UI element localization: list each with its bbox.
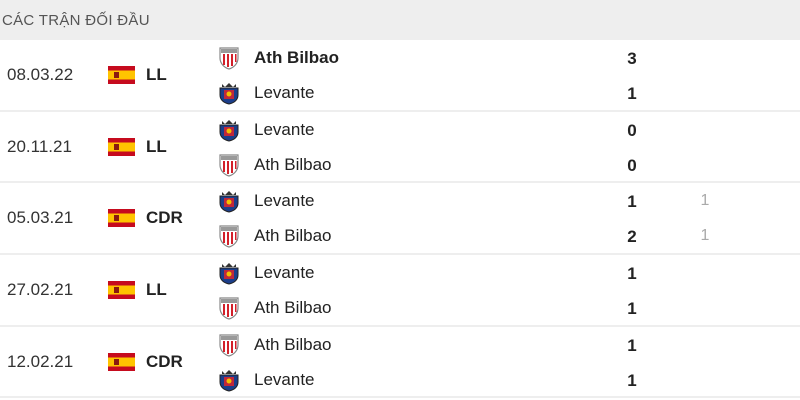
competition-label: CDR <box>146 208 183 228</box>
competition-label: LL <box>146 136 167 156</box>
ath-bilbao-crest-icon <box>218 153 240 177</box>
score-away: 0 <box>627 155 637 175</box>
competition-label: LL <box>146 279 167 299</box>
spain-flag-icon <box>108 65 135 84</box>
match-date: 08.03.22 <box>7 64 74 84</box>
match-row[interactable]: 20.11.21 LL Levante 0 Ath Bilbao 0 <box>0 112 800 184</box>
competition: LL <box>108 40 167 110</box>
match-list: 08.03.22 LL Ath Bilbao 3 Levante 1 20.11.… <box>0 40 800 399</box>
match-row[interactable]: 08.03.22 LL Ath Bilbao 3 Levante 1 <box>0 40 800 112</box>
team-name: Levante <box>254 83 315 102</box>
team-name: Ath Bilbao <box>254 154 332 174</box>
spain-flag-icon <box>108 137 135 156</box>
team-name: Levante <box>254 369 315 389</box>
team-name: Levante <box>254 119 315 139</box>
match-row[interactable]: 12.02.21 CDR Ath Bilbao 1 Levante 1 <box>0 327 800 399</box>
competition: LL <box>108 112 167 182</box>
team-name: Ath Bilbao <box>254 334 332 354</box>
match-row[interactable]: 27.02.21 LL Levante 1 Ath Bilbao 1 <box>0 255 800 327</box>
score-away: 1 <box>627 84 637 103</box>
levante-crest-icon <box>218 81 240 105</box>
match-date: 05.03.21 <box>7 208 74 228</box>
ath-bilbao-crest-icon <box>218 46 240 70</box>
team-away: Ath Bilbao <box>218 224 332 248</box>
competition: CDR <box>108 183 183 253</box>
team-home: Ath Bilbao <box>218 46 339 70</box>
team-away: Levante <box>218 368 315 392</box>
section-title: CÁC TRẬN ĐỐI ĐẦU <box>2 11 150 29</box>
spain-flag-icon <box>108 209 135 228</box>
competition: CDR <box>108 327 183 397</box>
score-away: 2 <box>627 227 637 247</box>
team-home: Levante <box>218 189 315 213</box>
halftime-score-home: 1 <box>700 192 710 210</box>
match-date: 12.02.21 <box>7 351 74 371</box>
team-away: Ath Bilbao <box>218 296 332 320</box>
match-row[interactable]: 05.03.21 CDR Levante 1 1 Ath Bilbao 2 1 <box>0 183 800 256</box>
levante-crest-icon <box>218 261 240 285</box>
team-home: Levante <box>218 118 315 142</box>
match-date: 27.02.21 <box>7 279 74 299</box>
ath-bilbao-crest-icon <box>218 224 240 248</box>
score-home: 3 <box>627 49 637 68</box>
score-home: 1 <box>627 335 637 355</box>
competition: LL <box>108 255 167 325</box>
team-name: Levante <box>254 263 315 283</box>
competition-label: LL <box>146 64 167 84</box>
halftime-score-away: 1 <box>700 227 710 245</box>
score-home: 1 <box>627 264 637 284</box>
competition-label: CDR <box>146 351 183 371</box>
levante-crest-icon <box>218 368 240 392</box>
score-home: 0 <box>627 120 637 140</box>
score-away: 1 <box>627 370 637 390</box>
team-home: Ath Bilbao <box>218 333 332 357</box>
team-name: Levante <box>254 191 315 211</box>
spain-flag-icon <box>108 352 135 371</box>
score-home: 1 <box>627 192 637 212</box>
team-away: Levante <box>218 81 315 105</box>
levante-crest-icon <box>218 118 240 142</box>
match-date: 20.11.21 <box>7 136 72 156</box>
ath-bilbao-crest-icon <box>218 296 240 320</box>
levante-crest-icon <box>218 189 240 213</box>
section-header: CÁC TRẬN ĐỐI ĐẦU <box>0 0 800 40</box>
team-away: Ath Bilbao <box>218 153 332 177</box>
ath-bilbao-crest-icon <box>218 333 240 357</box>
team-name: Ath Bilbao <box>254 298 332 318</box>
team-name: Ath Bilbao <box>254 226 332 246</box>
spain-flag-icon <box>108 280 135 299</box>
score-away: 1 <box>627 299 637 319</box>
team-home: Levante <box>218 261 315 285</box>
team-name: Ath Bilbao <box>254 48 339 67</box>
